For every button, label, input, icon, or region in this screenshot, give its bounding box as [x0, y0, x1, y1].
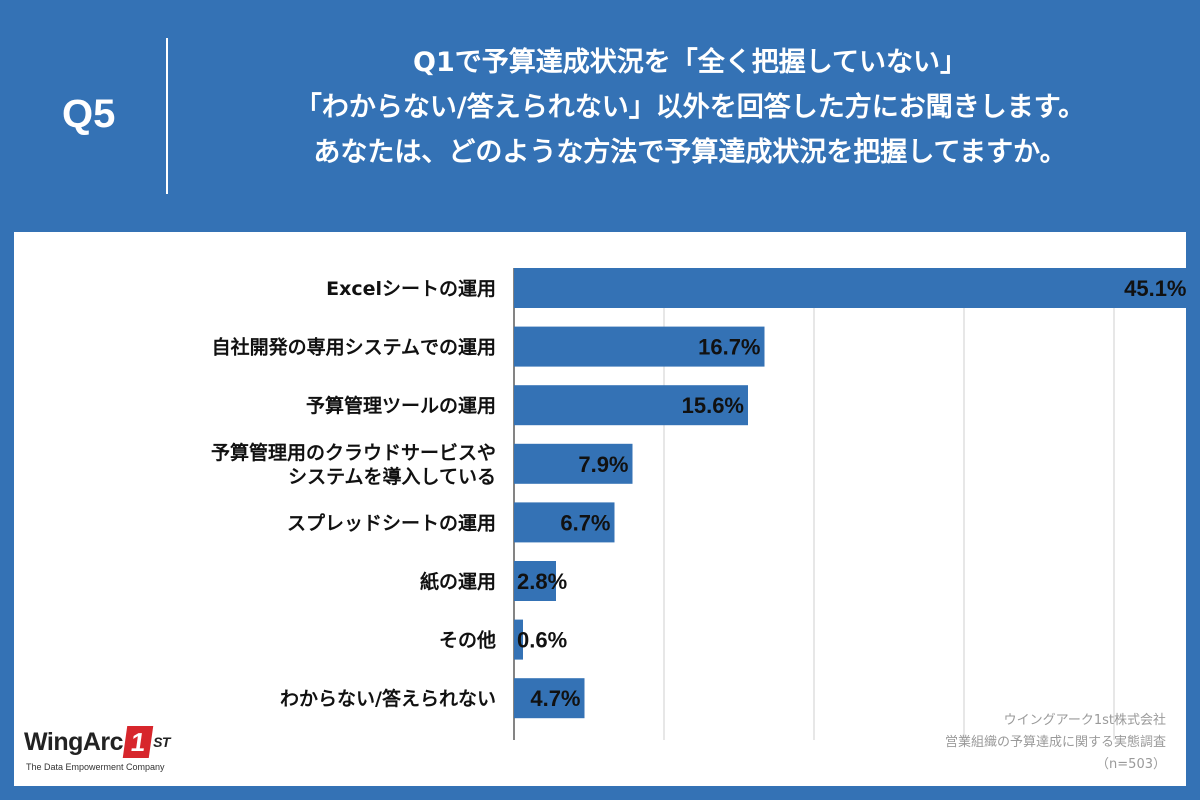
data-label: 45.1%	[1124, 276, 1186, 301]
category-label: スプレッドシートの運用	[287, 511, 496, 534]
logo-brand: WingArc	[24, 727, 124, 756]
chart-panel: 45.1% Excelシートの運用 16.7% 自社開発の専用システムでの運用 15.6…	[14, 232, 1186, 786]
source-sample: （n=503）	[1096, 757, 1166, 772]
bar	[514, 561, 556, 601]
data-label: 15.6%	[682, 393, 744, 418]
data-label: 7.9%	[578, 452, 628, 477]
logo-wordmark: WingArc 1 ST	[24, 726, 170, 758]
bar	[514, 678, 585, 719]
question-line-3: あなたは、どのような方法で予算達成状況を把握してますか。	[313, 137, 1067, 168]
category-label: 紙の運用	[420, 570, 496, 593]
category-label: 予算管理ツールの運用	[306, 394, 496, 417]
category-label: 自社開発の専用システムでの運用	[212, 336, 496, 359]
bar-chart: 45.1% Excelシートの運用 16.7% 自社開発の専用システムでの運用 15.6…	[211, 268, 1186, 740]
bar	[514, 502, 615, 543]
category-label: システムを導入している	[288, 465, 496, 488]
data-label: 0.6%	[517, 628, 567, 653]
data-label: 4.7%	[530, 686, 580, 711]
wingarc-logo: WingArc 1 ST The Data Empowerment Compan…	[24, 726, 170, 772]
question-line-1: Q1で予算達成状況を「全く把握していない」	[413, 47, 967, 78]
bar	[514, 268, 1186, 308]
category-label: Excelシートの運用	[326, 278, 496, 300]
source-note: ウイングアーク1st株式会社 営業組織の予算達成に関する実態調査 （n=503）	[945, 710, 1166, 776]
logo-mark: 1	[122, 726, 154, 758]
header: Q5 Q1で予算達成状況を「全く把握していない」 「わからない/答えられない」以…	[0, 0, 1200, 232]
category-label: わからない/答えられない	[280, 687, 496, 710]
header-divider	[166, 38, 168, 194]
logo-suffix: ST	[153, 734, 170, 750]
bar	[514, 619, 523, 660]
data-label: 2.8%	[517, 569, 567, 594]
category-label: 予算管理用のクラウドサービスや	[211, 441, 496, 464]
source-survey: 営業組織の予算達成に関する実態調査	[944, 735, 1166, 750]
category-label: その他	[439, 629, 496, 652]
bar	[514, 443, 633, 484]
question-line-2: 「わからない/答えられない」以外を回答した方にお聞きします。	[294, 92, 1086, 123]
source-company: ウイングアーク1st株式会社	[1003, 713, 1166, 728]
logo-tagline: The Data Empowerment Company	[26, 762, 165, 772]
data-label: 6.7%	[560, 510, 610, 535]
question-text: Q1で予算達成状況を「全く把握していない」 「わからない/答えられない」以外を回…	[190, 40, 1190, 175]
question-number: Q5	[62, 92, 116, 136]
bar	[514, 326, 765, 367]
data-label: 16.7%	[698, 335, 760, 360]
bar	[514, 385, 748, 426]
